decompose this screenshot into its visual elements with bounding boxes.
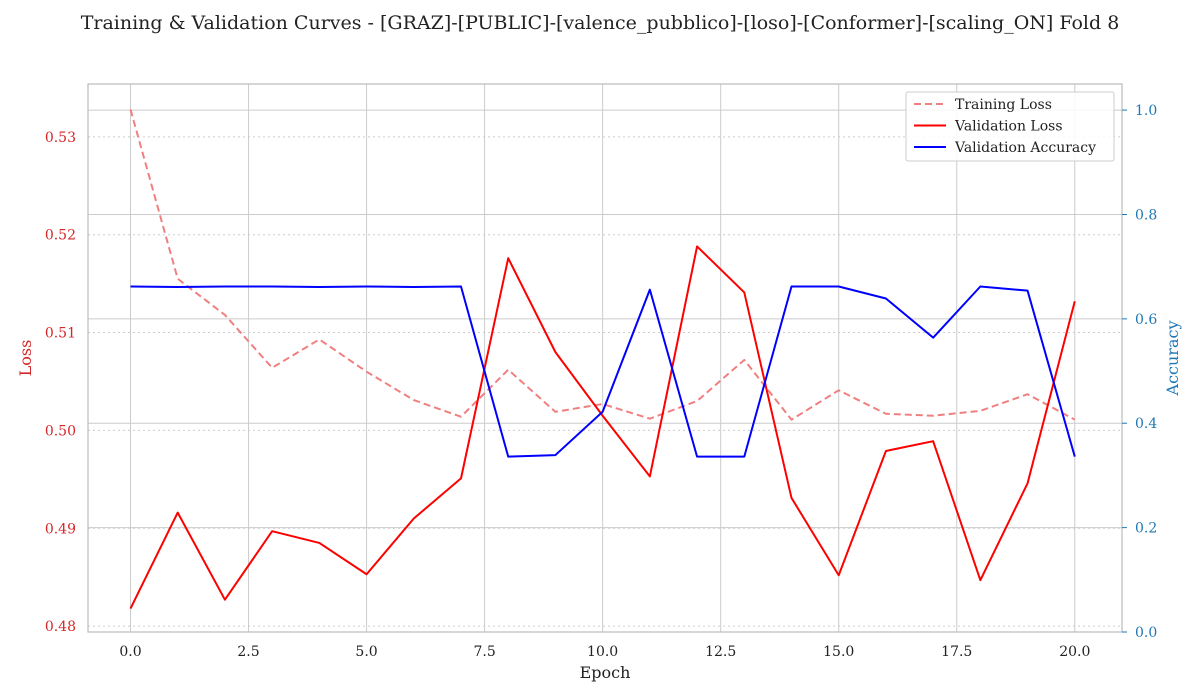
y-tick-label-loss: 0.51	[45, 326, 76, 342]
ticks: 0.0 2.5 5.0 7.5 10.0 12.5 15.0 17.5 20.0 0.48 0.49…	[45, 103, 1158, 660]
y-axis-label-loss: Loss	[16, 340, 35, 377]
x-tick-label: 7.5	[473, 644, 495, 660]
x-tick-label: 2.5	[237, 644, 259, 660]
y-tick-label-accuracy: 0.4	[1135, 416, 1157, 432]
x-axis-label: Epoch	[580, 663, 631, 682]
y-axis-label-accuracy: Accuracy	[1163, 321, 1182, 397]
x-tick-label: 12.5	[705, 644, 736, 660]
x-tick-label: 15.0	[823, 644, 854, 660]
y-tick-label-loss: 0.50	[45, 423, 76, 439]
plot-frame	[87, 83, 1123, 633]
x-tick-label: 10.0	[587, 644, 618, 660]
y-tick-label-accuracy: 0.8	[1135, 207, 1157, 223]
x-tick-label: 5.0	[355, 644, 377, 660]
x-tick-label: 17.5	[941, 644, 972, 660]
y-tick-label-accuracy: 0.6	[1135, 312, 1157, 328]
series-layer	[129, 109, 1076, 609]
y-tick-label-accuracy: 0.0	[1135, 625, 1157, 641]
chart-title: Training & Validation Curves - [GRAZ]-[P…	[81, 12, 1120, 34]
validation-loss-line	[129, 245, 1076, 609]
y-tick-label-loss: 0.49	[45, 521, 76, 537]
y-tick-label-loss: 0.52	[45, 228, 76, 244]
legend-item-validation-accuracy-label: Validation Accuracy	[954, 140, 1096, 156]
y-tick-label-loss: 0.48	[45, 619, 76, 635]
training-loss-line	[129, 109, 1076, 421]
x-tick-label: 20.0	[1059, 644, 1090, 660]
legend: Training Loss Validation Loss Validation A…	[905, 91, 1115, 162]
legend-item-training-loss-label: Training Loss	[955, 97, 1052, 113]
validation-accuracy-line	[130, 285, 1076, 458]
legend-item-validation-loss-label: Validation Loss	[954, 119, 1063, 135]
legend-box	[905, 91, 1115, 162]
y-tick-label-accuracy: 1.0	[1135, 103, 1157, 119]
y-tick-label-accuracy: 0.2	[1135, 521, 1157, 537]
x-tick-label: 0.0	[119, 644, 141, 660]
y-tick-label-loss: 0.53	[45, 130, 76, 146]
